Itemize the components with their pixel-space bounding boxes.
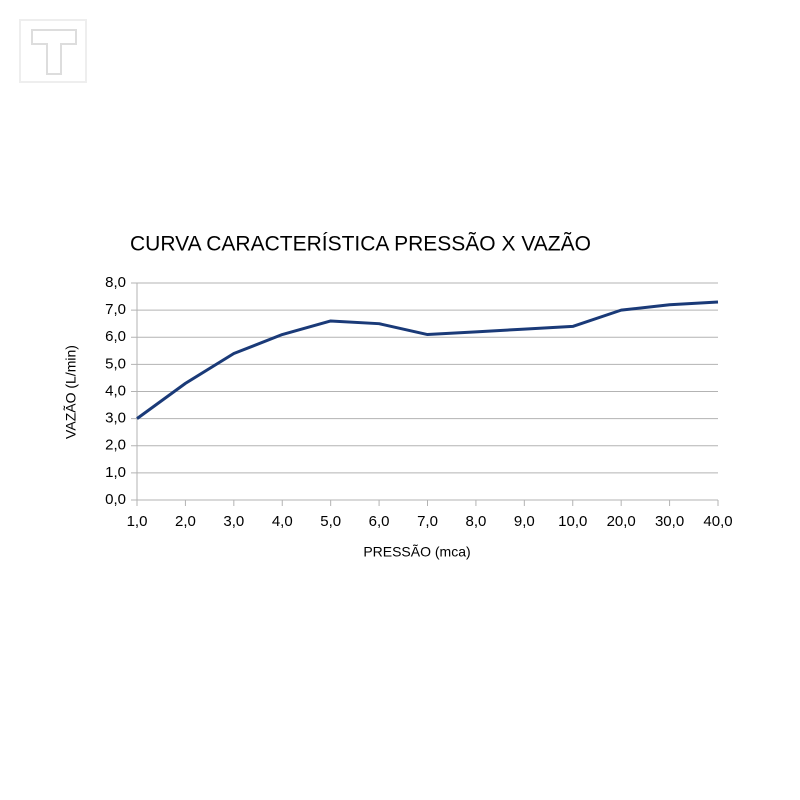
x-tick-label: 7,0 bbox=[417, 513, 438, 530]
y-tick-label: 2,0 bbox=[105, 437, 126, 454]
x-tick-label: 8,0 bbox=[465, 513, 486, 530]
x-tick-label: 30,0 bbox=[655, 513, 684, 530]
x-tick-label: 6,0 bbox=[369, 513, 390, 530]
y-tick-label: 5,0 bbox=[105, 355, 126, 372]
x-tick-label: 3,0 bbox=[223, 513, 244, 530]
y-tick-label: 1,0 bbox=[105, 464, 126, 481]
x-tick-label: 2,0 bbox=[175, 513, 196, 530]
y-tick-label: 4,0 bbox=[105, 382, 126, 399]
x-tick-label: 4,0 bbox=[272, 513, 293, 530]
y-tick-label: 0,0 bbox=[105, 491, 126, 508]
x-tick-label: 20,0 bbox=[607, 513, 636, 530]
x-tick-label: 10,0 bbox=[558, 513, 587, 530]
x-tick-label: 9,0 bbox=[514, 513, 535, 530]
y-tick-label: 8,0 bbox=[105, 274, 126, 291]
x-tick-label: 1,0 bbox=[127, 513, 148, 530]
chart-title: CURVA CARACTERÍSTICA PRESSÃO X VAZÃO bbox=[130, 232, 591, 256]
x-tick-label: 40,0 bbox=[703, 513, 732, 530]
y-tick-label: 7,0 bbox=[105, 301, 126, 318]
x-axis-label: PRESSÃO (mca) bbox=[363, 544, 470, 560]
x-tick-label: 5,0 bbox=[320, 513, 341, 530]
y-axis-label: VAZÃO (L/min) bbox=[63, 345, 79, 439]
data-line bbox=[136, 300, 719, 420]
y-tick-label: 3,0 bbox=[105, 410, 126, 427]
logo bbox=[19, 19, 87, 83]
y-tick-label: 6,0 bbox=[105, 328, 126, 345]
